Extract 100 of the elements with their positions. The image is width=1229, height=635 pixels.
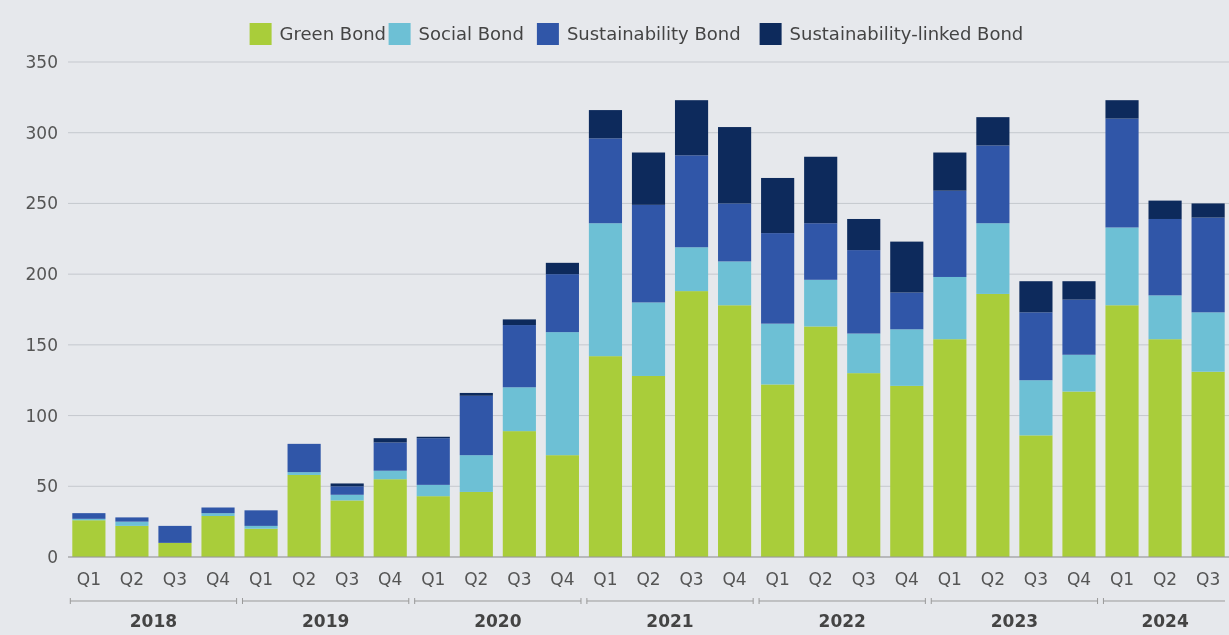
bar — [244, 510, 278, 526]
bar — [674, 291, 709, 557]
bar — [933, 276, 967, 340]
x-tick-label: Q4 — [894, 569, 919, 589]
bar — [373, 438, 407, 443]
bar — [674, 155, 709, 248]
y-tick-label: 0 — [47, 546, 58, 567]
bar — [1105, 100, 1139, 119]
bar — [588, 223, 623, 357]
bar — [115, 521, 149, 526]
bar — [588, 356, 623, 557]
x-tick-label: Q3 — [335, 569, 360, 589]
x-tick-label: Q4 — [722, 569, 747, 589]
bar — [718, 305, 752, 557]
text: 2020 — [474, 611, 522, 631]
bar — [1105, 305, 1139, 557]
text: 2018 — [129, 611, 178, 631]
bar — [72, 513, 106, 519]
x-tick-label: Q2 — [464, 569, 489, 589]
bar — [1148, 339, 1182, 557]
bar — [761, 323, 795, 385]
x-tick-label: Q2 — [119, 569, 145, 589]
x-tick-label: Q1 — [937, 569, 962, 589]
bar — [976, 145, 1010, 224]
y-tick-label: 250 — [25, 193, 58, 214]
x-tick-label: Q1 — [593, 569, 618, 589]
bar — [1191, 371, 1225, 557]
bar — [545, 332, 579, 456]
x-tick-label: Q2 — [1152, 569, 1178, 589]
bar — [502, 431, 536, 557]
bar — [416, 484, 450, 497]
bar — [761, 384, 795, 557]
bar — [330, 486, 364, 495]
bar — [1148, 200, 1182, 219]
y-tick-label: 200 — [25, 264, 58, 285]
x-tick-label: Q3 — [1196, 569, 1221, 589]
x-tick-label: Q2 — [292, 569, 317, 589]
bar — [287, 474, 321, 557]
bar — [330, 483, 364, 487]
bar — [1019, 380, 1053, 436]
bar — [201, 515, 235, 557]
bar — [201, 513, 235, 516]
x-tick-label: Q2 — [980, 569, 1005, 589]
bar — [1105, 227, 1139, 306]
x-tick-label: Q4 — [378, 569, 403, 589]
bar — [1062, 354, 1096, 392]
bar — [933, 339, 967, 557]
bar — [115, 525, 149, 557]
bar — [847, 218, 881, 251]
bar — [1062, 281, 1096, 300]
bar — [244, 525, 278, 529]
bar — [72, 520, 106, 557]
bar — [631, 204, 666, 303]
bar — [890, 241, 924, 293]
bar — [933, 190, 967, 277]
bar — [1062, 391, 1096, 557]
bar — [1191, 203, 1225, 218]
bar — [459, 455, 493, 492]
bar — [1105, 118, 1139, 228]
bar — [933, 152, 967, 191]
bar — [804, 326, 838, 557]
y-tick-label: 350 — [25, 51, 58, 72]
bar — [459, 395, 493, 456]
bar — [631, 152, 666, 205]
y-tick-label: 100 — [25, 405, 58, 426]
bar — [545, 455, 579, 557]
bar — [416, 438, 450, 485]
legend-label: Social Bond — [418, 23, 524, 45]
bar — [1062, 299, 1096, 355]
bar — [330, 500, 364, 557]
bar — [631, 302, 666, 376]
bar — [1148, 218, 1182, 296]
bar — [674, 100, 709, 156]
y-tick-label: 50 — [36, 476, 58, 497]
legend-label: Sustainability Bond — [566, 23, 741, 45]
text: 2019 — [301, 611, 350, 631]
bar — [373, 470, 407, 480]
bar — [416, 496, 450, 557]
bar — [1019, 312, 1053, 381]
x-tick-label: Q4 — [550, 569, 575, 589]
bar — [373, 442, 407, 471]
bar — [847, 333, 881, 374]
x-tick-label: Q3 — [679, 569, 704, 589]
x-tick-label: Q2 — [808, 569, 833, 589]
bar — [1191, 217, 1225, 313]
text: 2021 — [646, 611, 694, 631]
bar — [718, 261, 752, 306]
x-tick-label: Q2 — [636, 569, 661, 589]
bar — [631, 375, 666, 557]
bar — [373, 479, 407, 557]
bar — [804, 223, 838, 280]
bar — [761, 177, 795, 234]
bar — [976, 117, 1010, 146]
bar — [158, 542, 192, 557]
x-tick-label: Q3 — [507, 569, 532, 589]
bar — [890, 292, 924, 330]
bar — [502, 319, 536, 326]
x-tick-label: Q3 — [1023, 569, 1049, 589]
x-tick-label: Q1 — [248, 569, 274, 589]
bar — [804, 279, 838, 327]
